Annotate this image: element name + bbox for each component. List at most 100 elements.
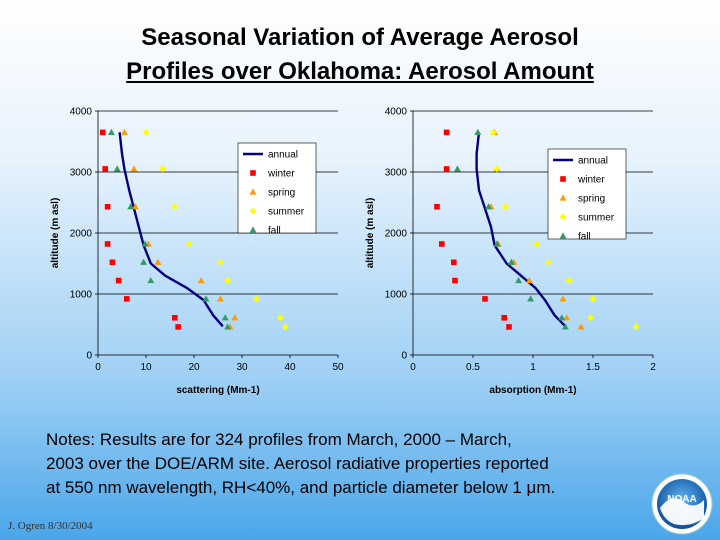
point-summer — [565, 277, 573, 284]
point-winter — [482, 296, 488, 302]
x-tick-label: 50 — [332, 362, 344, 373]
noaa-logo-text: NOAA — [667, 494, 696, 505]
y-tick-label: 3000 — [385, 168, 408, 179]
point-winter — [439, 241, 445, 247]
point-spring — [154, 258, 162, 265]
point-fall — [454, 165, 461, 172]
author-credit: J. Ogren 8/30/2004 — [8, 520, 93, 532]
point-summer — [533, 240, 540, 248]
point-summer — [253, 295, 260, 303]
point-spring — [577, 323, 585, 330]
y-tick-label: 2000 — [385, 229, 408, 240]
x-tick-label: 20 — [188, 362, 200, 373]
point-summer — [224, 277, 231, 284]
y-tick-label: 0 — [86, 351, 92, 362]
point-summer — [281, 323, 289, 331]
point-winter — [443, 129, 450, 136]
point-winter — [506, 324, 512, 330]
point-fall — [562, 323, 569, 330]
point-fall — [508, 258, 515, 265]
point-fall — [224, 323, 231, 330]
x-tick-label: 1.5 — [586, 362, 600, 373]
legend-swatch-summer — [249, 207, 257, 215]
point-summer — [142, 128, 150, 136]
x-tick-label: 30 — [236, 362, 248, 373]
point-winter — [172, 314, 178, 321]
notes-line-2: 2003 over the DOE/ARM site. Aerosol radi… — [46, 454, 549, 473]
point-winter — [501, 314, 507, 321]
legend-label-winter: winter — [577, 175, 605, 186]
legend-box — [547, 148, 627, 240]
legend-label-fall: fall — [578, 232, 591, 243]
point-spring — [526, 276, 533, 284]
legend-label-summer: summer — [268, 207, 305, 218]
legend-swatch-winter — [560, 176, 566, 182]
point-winter — [451, 259, 457, 266]
notes-line-1: Notes: Results are for 324 profiles from… — [46, 430, 512, 449]
legend-label-annual: annual — [268, 150, 298, 161]
point-spring — [231, 314, 239, 321]
absorption-chart: 0 1000 2000 3000 4000 0 0.5 1 1.5 2 absorption (Mm… — [365, 107, 656, 397]
legend-swatch-winter — [250, 170, 256, 176]
y-tick-label: 0 — [401, 351, 407, 362]
point-winter — [104, 203, 111, 210]
notes: Notes: Results are for 324 profiles from… — [46, 428, 666, 500]
point-fall — [515, 276, 522, 284]
y-tick-label: 1000 — [70, 290, 93, 301]
scattering-chart: 0 1000 2000 3000 4000 0 10 20 30 40 50 scattering (… — [50, 107, 344, 397]
point-fall — [221, 314, 229, 321]
point-winter — [124, 296, 130, 302]
legend-label-fall: fall — [268, 226, 281, 237]
point-spring — [217, 295, 224, 302]
point-fall — [113, 165, 121, 172]
legend-swatch-fall — [249, 226, 257, 233]
point-fall — [108, 128, 115, 135]
point-spring — [559, 295, 567, 302]
point-winter — [434, 203, 440, 210]
point-winter — [102, 166, 108, 172]
x-tick-label: 0.5 — [466, 362, 480, 373]
point-fall — [474, 128, 482, 135]
legend-label-winter: winter — [267, 169, 295, 180]
point-summer — [217, 258, 224, 266]
point-winter — [104, 241, 111, 247]
legend-label-summer: summer — [578, 213, 615, 224]
point-spring — [197, 276, 205, 284]
point-fall — [485, 203, 492, 210]
point-fall — [140, 258, 147, 265]
x-tick-label: 2 — [650, 362, 656, 373]
point-summer — [171, 203, 179, 211]
point-fall — [147, 276, 155, 284]
legend-box — [237, 142, 317, 234]
x-tick-label: 0 — [95, 362, 101, 373]
point-fall — [493, 240, 501, 247]
point-summer — [589, 295, 597, 303]
point-summer — [587, 314, 594, 322]
x-tick-label: 1 — [530, 362, 536, 373]
y-tick-label: 1000 — [385, 290, 408, 301]
point-summer — [159, 165, 167, 173]
point-winter — [443, 166, 450, 172]
point-summer — [185, 240, 193, 248]
legend-swatch-spring — [559, 194, 567, 201]
y-axis-label: altitude (m asl) — [365, 198, 376, 269]
point-spring — [130, 165, 138, 172]
slide-title-line2: Profiles over Oklahoma: Aerosol Amount — [126, 58, 594, 85]
x-tick-label: 0 — [410, 362, 416, 373]
y-tick-label: 2000 — [70, 229, 93, 240]
point-winter — [100, 129, 106, 136]
point-fall — [558, 314, 566, 321]
point-summer — [545, 258, 552, 266]
legend-swatch-fall — [559, 232, 567, 239]
point-spring — [132, 203, 139, 210]
point-fall — [527, 295, 534, 302]
y-axis-label: altitude (m asl) — [50, 198, 61, 269]
point-winter — [452, 277, 458, 284]
notes-line-3: at 550 nm wavelength, RH<40%, and partic… — [46, 478, 556, 497]
x-axis-label: scattering (Mm-1) — [176, 385, 259, 396]
series-annual-line — [118, 132, 224, 328]
legend-label-spring: spring — [268, 188, 295, 199]
x-tick-label: 40 — [284, 362, 296, 373]
y-tick-label: 3000 — [70, 168, 93, 179]
legend-swatch-summer — [559, 213, 567, 221]
